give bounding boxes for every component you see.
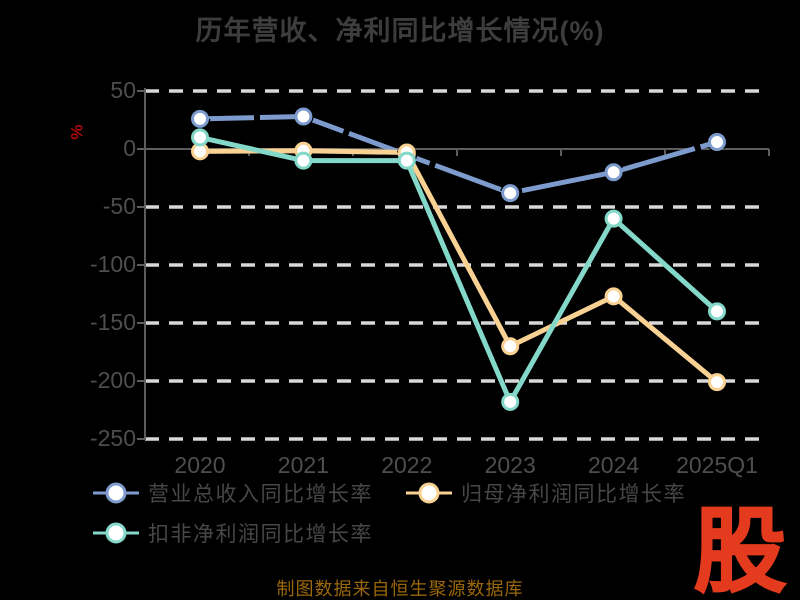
data-point	[708, 302, 726, 321]
x-axis-tick-labels: 2020 2021 2022 2023 2024 2025Q1	[0, 452, 800, 482]
data-source-note: 制图数据来自恒生聚源数据库	[276, 579, 524, 599]
legend-dot	[418, 482, 440, 504]
legend-dot	[105, 482, 127, 504]
x-tick-label: 2024	[588, 452, 640, 478]
y-tick-label: -200	[89, 366, 136, 393]
x-tick-label: 2021	[277, 452, 329, 478]
data-point	[191, 109, 209, 128]
data-point	[501, 184, 520, 203]
chart-title: 历年营收、净利同比增长情况(%)	[195, 16, 605, 46]
watermark-logo: 股	[693, 501, 787, 600]
data-point	[604, 287, 623, 306]
data-point	[397, 151, 416, 170]
marker-sketch-ring	[603, 161, 624, 183]
data-point	[604, 209, 623, 228]
legend-label-deducted-profit-growth: 扣非净利润同比增长率	[148, 523, 373, 546]
series-line-2	[197, 134, 720, 405]
marker-sketch-ring	[293, 106, 314, 127]
y-tick-label: -100	[89, 250, 136, 277]
legend-label-revenue-growth: 营业总收入同比增长率	[148, 483, 373, 506]
data-point	[191, 128, 209, 147]
legend-item-net-profit-growth: 归母净利润同比增长率	[406, 480, 686, 506]
legend-line-dot-icon	[93, 480, 139, 506]
y-axis-tick-labels: 50 0 -50 -100 -150 -200 -250	[0, 0, 136, 600]
x-tick-label: 2023	[484, 452, 536, 478]
y-tick-label: -250	[89, 424, 136, 451]
x-tick-label: 2020	[174, 452, 226, 478]
y-tick-label: -50	[102, 192, 136, 219]
data-point	[708, 133, 726, 152]
legend-item-revenue-growth: 营业总收入同比增长率	[93, 480, 373, 506]
marker-sketch-ring	[189, 108, 211, 130]
legend-line-dot-icon	[406, 480, 452, 506]
legend-item-deducted-profit-growth: 扣非净利润同比增长率	[93, 520, 373, 546]
series-line-0	[197, 114, 720, 196]
data-point	[294, 151, 313, 170]
legend-dot	[105, 522, 127, 544]
data-point	[294, 107, 313, 126]
marker-sketch-ring	[396, 144, 418, 166]
data-point	[604, 163, 623, 182]
data-point	[501, 392, 520, 411]
legend-line-dot-icon	[93, 520, 139, 546]
data-point	[708, 373, 726, 392]
data-point	[501, 337, 520, 356]
y-tick-label: 0	[123, 134, 136, 161]
x-tick-label: 2022	[381, 452, 433, 478]
marker-sketch-ring	[499, 182, 521, 204]
marker-sketch-ring	[706, 131, 728, 153]
y-tick-label: -150	[89, 308, 136, 335]
y-tick-label: 50	[110, 76, 136, 103]
series-line-1	[197, 148, 720, 385]
legend-label-net-profit-growth: 归母净利润同比增长率	[461, 483, 686, 506]
x-tick-label: 2025Q1	[676, 452, 758, 478]
